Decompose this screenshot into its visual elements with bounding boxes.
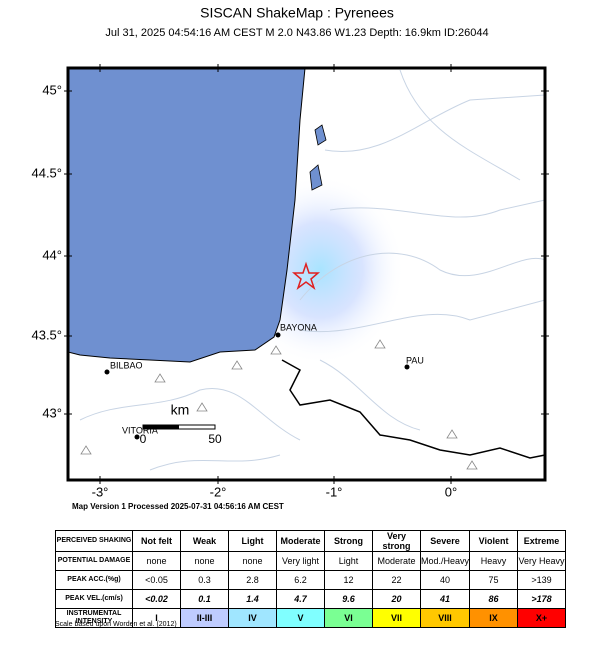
place-label: BAYONA xyxy=(280,322,317,332)
note: Scale based upon Worden et al. (2012) xyxy=(55,621,177,628)
lat-label: 45° xyxy=(42,82,62,97)
legend-cell: Very strong xyxy=(372,530,421,552)
legend-cell: 9.6 xyxy=(324,589,373,609)
legend-cell: 1.4 xyxy=(228,589,277,609)
border xyxy=(281,359,546,459)
legend-cell: 6.2 xyxy=(276,570,325,590)
legend-cell: none xyxy=(180,551,229,571)
stations xyxy=(80,339,478,470)
lagoons xyxy=(309,124,327,191)
legend-cell: >139 xyxy=(517,570,567,590)
legend-cell: 40 xyxy=(419,570,471,590)
legend-cell: 41 xyxy=(419,589,471,609)
row-label: PERCEIVED SHAKING xyxy=(55,530,133,552)
epicenter xyxy=(291,261,321,291)
place-dot xyxy=(275,332,281,338)
legend-cell: V xyxy=(276,608,325,628)
legend-cell: 4.7 xyxy=(276,589,325,609)
row-label: POTENTIAL DAMAGE xyxy=(55,551,133,571)
legend-cell: 12 xyxy=(324,570,373,590)
legend-cell: Weak xyxy=(180,530,229,552)
rivers xyxy=(79,69,546,471)
legend-row: INSTRUMENTAL INTENSITY I II-III IV V VI VII VII… xyxy=(55,608,567,628)
legend-cell: none xyxy=(228,551,277,571)
lon-label: -1° xyxy=(326,484,343,499)
legend-cell: Heavy xyxy=(469,551,519,571)
place-dot xyxy=(134,434,140,440)
legend-cell: I xyxy=(132,608,181,628)
map: SISCAN ShakeMap : Pyrenees Jul 31, 2025 … xyxy=(31,5,549,511)
subtitle: Jul 31, 2025 04:54:16 AM CEST M 2.0 N43.… xyxy=(105,27,488,39)
scale-unit: km xyxy=(171,402,190,418)
footer: Map Version 1 Processed 2025-07-31 04:56… xyxy=(72,502,284,511)
legend-cell: <0.02 xyxy=(132,589,181,609)
place-label: VITORIA xyxy=(122,425,158,435)
legend-cell: 0.1 xyxy=(180,589,229,609)
legend-cell: Light xyxy=(324,551,373,571)
lat-label: 43.5° xyxy=(31,327,62,342)
legend-cell: IX xyxy=(469,608,519,628)
legend-cell: VI xyxy=(324,608,373,628)
legend-cell: Strong xyxy=(324,530,373,552)
place-dot xyxy=(104,369,110,375)
lat-label: 44.5° xyxy=(31,165,62,180)
lat-label: 44° xyxy=(42,247,62,262)
legend-cell: 75 xyxy=(469,570,519,590)
legend-cell: VII xyxy=(372,608,421,628)
legend-cell: Violent xyxy=(469,530,519,552)
legend-cell: VIII xyxy=(419,608,471,628)
lon-label: -2° xyxy=(210,484,227,499)
legend-cell: Severe xyxy=(419,530,471,552)
legend-cell: 86 xyxy=(469,589,519,609)
scale-bar-fill xyxy=(143,425,179,429)
legend-cell: Moderate xyxy=(372,551,421,571)
legend-cell: IV xyxy=(228,608,277,628)
legend-cell: none xyxy=(132,551,181,571)
legend-cell: Not felt xyxy=(132,530,181,552)
lat-label: 43° xyxy=(42,405,62,420)
legend-cell: Moderate xyxy=(276,530,325,552)
legend-cell: 20 xyxy=(372,589,421,609)
row-label: PEAK VEL.(cm/s) xyxy=(55,589,133,609)
legend-cell: 22 xyxy=(372,570,421,590)
scale-end: 50 xyxy=(208,432,222,446)
legend-row: PEAK VEL.(cm/s) <0.02 0.1 1.4 4.7 9.6 20 41 86 >1… xyxy=(55,589,567,609)
row-label: PEAK ACC.(%g) xyxy=(55,570,133,590)
lon-label: 0° xyxy=(445,484,457,499)
legend-cell: <0.05 xyxy=(132,570,181,590)
legend-cell: >178 xyxy=(517,589,567,609)
legend-row: PERCEIVED SHAKING Not felt Weak Light Modera… xyxy=(55,530,567,552)
legend-row: POTENTIAL DAMAGE none none none Very light Li… xyxy=(55,551,567,571)
legend-cell: Light xyxy=(228,530,277,552)
place-label: PAU xyxy=(406,355,424,365)
ocean xyxy=(67,67,306,363)
lon-label: -3° xyxy=(92,484,109,499)
legend-cell: 0.3 xyxy=(180,570,229,590)
legend-table: PERCEIVED SHAKING Not felt Weak Light Modera… xyxy=(55,530,567,628)
place-label: BILBAO xyxy=(110,360,143,370)
frame xyxy=(66,66,547,482)
legend-cell: Mod./Heavy xyxy=(419,551,471,571)
legend-cell: Very light xyxy=(276,551,325,571)
legend-row: PEAK ACC.(%g) <0.05 0.3 2.8 6.2 12 22 40 75 >139 xyxy=(55,570,567,590)
legend-cell: Extreme xyxy=(517,530,567,552)
legend-cell: X+ xyxy=(517,608,567,628)
scale-start: 0 xyxy=(140,432,147,446)
title: SISCAN ShakeMap : Pyrenees xyxy=(200,5,394,21)
legend-cell: Very Heavy xyxy=(517,551,567,571)
legend-cell: 2.8 xyxy=(228,570,277,590)
place-dot xyxy=(404,364,410,370)
legend-cell: II-III xyxy=(180,608,229,628)
